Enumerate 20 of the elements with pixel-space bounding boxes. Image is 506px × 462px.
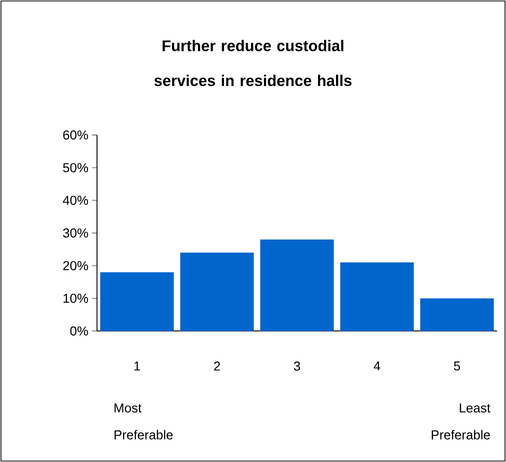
text: Least Preferable [432,404,490,440]
bar [340,262,414,331]
bar [100,272,174,331]
y-tick-label: 20% [63,261,88,270]
bar [260,240,334,331]
chart-title: Further reduce custodial services in residence halls [154,40,352,86]
y-tick-label: 60% [63,130,88,140]
bar [420,298,494,331]
text: Most Preferable [114,404,173,440]
y-tick-label: 40% [62,196,88,205]
y-tick-label: 50% [63,163,88,172]
y-tick-label: 0% [70,326,88,336]
x-tick-label: 2 [214,362,220,371]
x-tick-label: 5 [454,362,460,371]
y-tick-label: 30% [63,228,88,238]
x-tick-label: 1 [134,362,140,370]
x-tick-label: 3 [294,362,300,371]
y-tick-label: 10% [64,294,88,303]
bar [180,252,254,331]
x-tick-label: 4 [374,362,380,370]
